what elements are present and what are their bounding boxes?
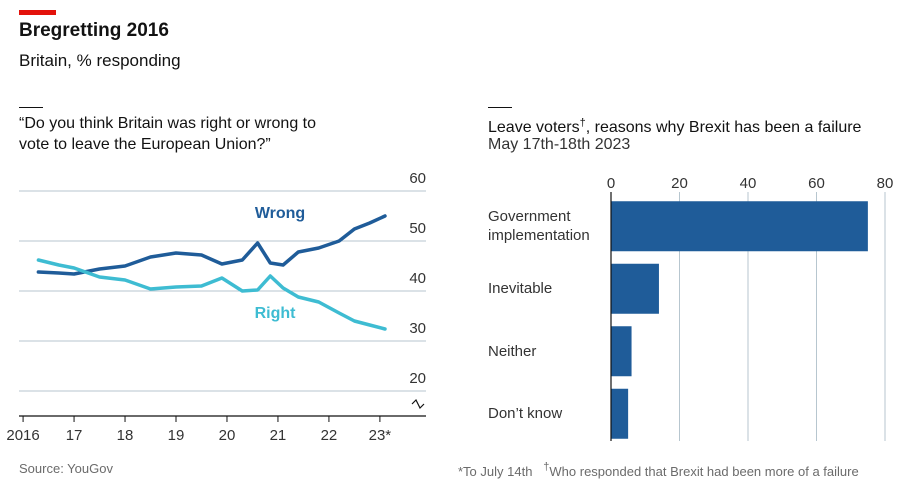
note: *To July 14th <box>458 464 533 479</box>
category-label: Neither <box>488 342 537 360</box>
note: Who responded that Brexit had been more … <box>549 464 859 479</box>
x-tick-label: 21 <box>270 427 287 444</box>
rule <box>19 107 43 108</box>
rule <box>488 107 512 108</box>
x-tick-label: 80 <box>877 175 894 192</box>
y-tick-label: 40 <box>409 270 426 287</box>
category-label: Government implementation <box>488 208 590 245</box>
x-tick-label: 18 <box>117 427 134 444</box>
y-tick-label: 50 <box>409 220 426 237</box>
panel-subtitle: May 17th-18th 2023 <box>488 136 631 153</box>
category-label: Don’t know <box>488 405 563 423</box>
footnote: *To July 14th †Who responded that Brexit… <box>458 461 859 479</box>
bar <box>611 388 629 439</box>
x-tick-label: 17 <box>66 427 83 444</box>
x-tick-label: 60 <box>808 175 825 192</box>
note-mark: † <box>543 461 550 473</box>
panel-title: “Do you think Britain was right or wrong… <box>19 115 317 153</box>
bar <box>611 201 868 252</box>
x-tick-label: 40 <box>740 175 757 192</box>
subtitle: Britain, % responding <box>19 51 181 70</box>
title-text: , reasons why Brexit has been a failure <box>585 119 862 136</box>
brand-bar <box>19 10 56 15</box>
source: Source: YouGov <box>19 461 113 476</box>
y-tick-label: 60 <box>409 170 426 187</box>
x-tick-label: 23* <box>369 427 392 444</box>
title-mark: † <box>579 117 586 129</box>
title-text: Leave voters <box>488 119 580 136</box>
y-tick-label: 30 <box>409 320 426 337</box>
series-label: Wrong <box>255 205 305 222</box>
x-tick-label: 2016 <box>6 427 39 444</box>
x-tick-label: 20 <box>671 175 688 192</box>
x-tick-label: 19 <box>168 427 185 444</box>
bar <box>611 263 659 314</box>
x-tick-label: 22 <box>321 427 338 444</box>
title: Bregretting 2016 <box>19 20 169 41</box>
series-label: Right <box>255 305 297 322</box>
category-label: Inevitable <box>488 280 553 298</box>
x-tick-label: 20 <box>219 427 236 444</box>
y-tick-label: 20 <box>409 370 426 387</box>
panel-title: Leave voters†, reasons why Brexit has be… <box>488 113 861 138</box>
x-tick-label: 0 <box>607 175 615 192</box>
bar <box>611 326 632 377</box>
series-line <box>36 258 387 331</box>
series-line <box>36 214 387 276</box>
axis-break <box>411 398 425 410</box>
